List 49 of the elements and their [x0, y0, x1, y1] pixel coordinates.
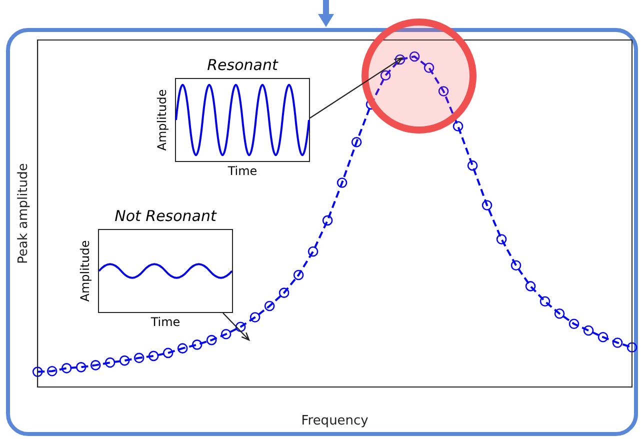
point [104, 357, 116, 368]
point [46, 366, 58, 376]
y-axis-title: Peak amplitude [16, 163, 32, 264]
point [264, 300, 275, 312]
point [394, 54, 406, 65]
point [90, 360, 101, 370]
point [540, 296, 550, 307]
point [76, 362, 86, 372]
x-axis-title: Frequency [301, 414, 369, 429]
annotation: Time [226, 164, 258, 178]
point [220, 328, 232, 340]
point [482, 200, 492, 210]
point [612, 338, 623, 348]
point [206, 334, 217, 346]
point [278, 288, 290, 298]
point [134, 352, 144, 364]
point [452, 121, 464, 132]
point [438, 86, 449, 96]
annotation: Amplitude [155, 89, 169, 151]
point [554, 308, 565, 319]
point [496, 234, 507, 244]
point [351, 136, 362, 148]
annotation: Time [150, 315, 182, 329]
point [598, 332, 608, 342]
point [177, 343, 188, 354]
point [148, 350, 159, 362]
point [293, 270, 304, 280]
point [32, 366, 43, 377]
point [162, 348, 174, 358]
point [626, 342, 638, 352]
point [409, 51, 420, 62]
point [336, 178, 348, 188]
point [308, 246, 318, 257]
point [380, 70, 391, 81]
point [568, 318, 580, 330]
point [322, 215, 333, 226]
point [61, 363, 72, 374]
point [510, 260, 522, 271]
point [525, 281, 536, 292]
annotation: Resonant [206, 56, 280, 74]
point [235, 322, 246, 332]
point [424, 62, 434, 73]
point [119, 355, 130, 366]
point [192, 340, 202, 350]
point [250, 312, 260, 322]
annotation: Amplitude [78, 240, 92, 302]
annotation: Not Resonant [114, 207, 218, 225]
point [583, 325, 594, 336]
point [467, 160, 478, 171]
